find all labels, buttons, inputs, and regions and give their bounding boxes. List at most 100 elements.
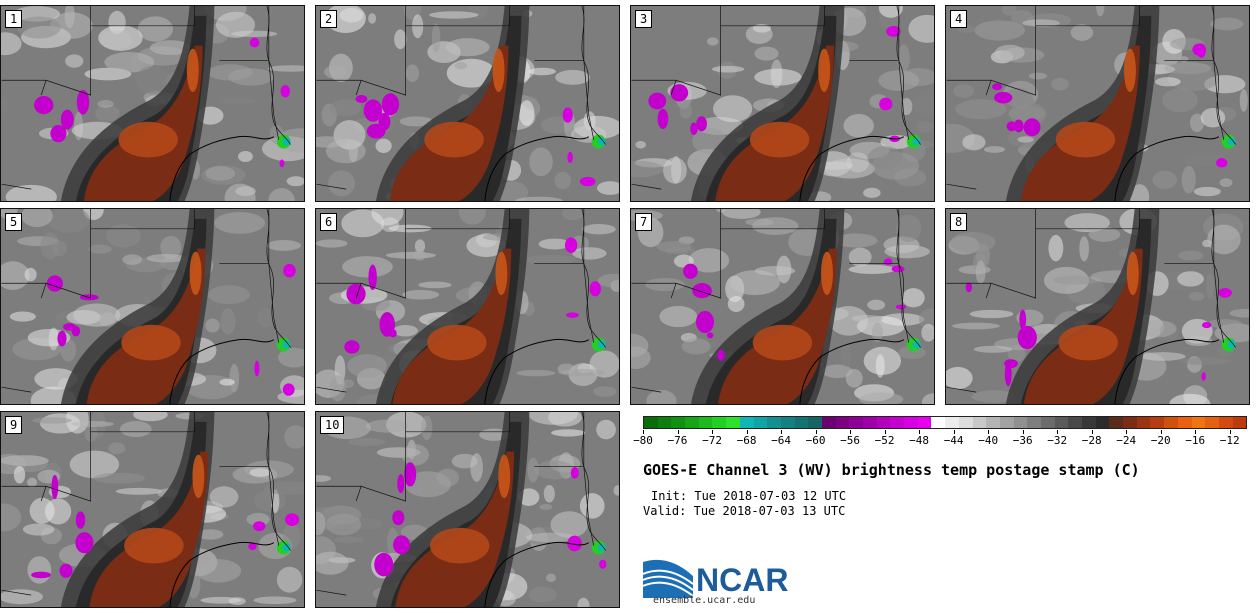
- cloud-texture: [659, 305, 698, 328]
- cloud-texture: [555, 69, 591, 85]
- cloud-texture: [1200, 107, 1226, 128]
- cloud-texture: [47, 209, 90, 233]
- cloud-texture: [528, 67, 556, 76]
- cold-cloud-top: [599, 559, 607, 569]
- cloud-texture: [664, 247, 696, 255]
- cold-cloud-top: [248, 542, 257, 550]
- colorbar-tick: [643, 430, 644, 434]
- member-number: 3: [635, 10, 653, 28]
- cloud-texture: [401, 444, 430, 466]
- cloud-texture: [895, 214, 922, 242]
- cloud-texture: [497, 181, 529, 201]
- cloud-texture: [823, 158, 875, 179]
- warm-core: [498, 454, 511, 499]
- cloud-texture: [329, 375, 347, 402]
- init-label: Init:: [651, 489, 688, 503]
- cloud-texture: [1079, 236, 1089, 262]
- logo-text: NCAR: [696, 562, 789, 598]
- cold-cloud-top: [60, 109, 74, 130]
- cloud-texture: [224, 183, 256, 201]
- cloud-texture: [538, 238, 571, 250]
- cold-cloud-top: [280, 85, 291, 98]
- cold-cloud-top: [59, 563, 73, 578]
- warm-core: [427, 324, 487, 361]
- cold-cloud-top: [50, 124, 67, 143]
- cold-cloud-top: [706, 332, 714, 339]
- ensemble-member-panel: 8: [945, 208, 1250, 405]
- cold-cloud-top: [254, 360, 260, 377]
- ensemble-member-panel: 1: [0, 5, 305, 202]
- colorbar-swatch: [1109, 417, 1124, 428]
- colorbar-tick: [1160, 430, 1162, 434]
- cloud-texture: [1214, 323, 1249, 343]
- cloud-texture: [1152, 170, 1178, 189]
- cloud-texture: [1169, 393, 1211, 404]
- cold-cell: [1227, 340, 1236, 349]
- colorbar-swatch: [999, 417, 1014, 428]
- cold-cloud-top: [886, 26, 901, 37]
- cloud-texture: [975, 260, 986, 285]
- cold-cloud-top: [355, 95, 368, 103]
- cloud-texture: [946, 366, 973, 390]
- cloud-texture: [635, 141, 647, 149]
- cold-cloud-top: [1017, 325, 1037, 350]
- cloud-texture: [1088, 226, 1121, 242]
- warm-core: [492, 48, 505, 93]
- cloud-texture: [1206, 272, 1215, 299]
- cloud-texture: [324, 65, 347, 79]
- cold-cloud-top: [994, 91, 1013, 104]
- cloud-texture: [1096, 6, 1105, 17]
- colorbar-swatch: [876, 417, 891, 428]
- colorbar-tick: [1126, 430, 1128, 434]
- cloud-texture: [393, 325, 418, 337]
- cloud-texture: [1002, 6, 1017, 16]
- ncar-swoosh-icon: [643, 559, 694, 598]
- cloud-texture: [1052, 275, 1101, 285]
- cloud-texture: [596, 419, 616, 440]
- cloud-texture: [663, 157, 687, 184]
- state-border: [266, 412, 291, 551]
- cloud-texture: [1022, 19, 1060, 27]
- warm-core: [749, 121, 810, 158]
- cloud-texture: [146, 253, 186, 263]
- cold-cloud-top: [1192, 43, 1206, 56]
- cloud-texture: [133, 412, 168, 422]
- cold-cloud-top: [36, 103, 53, 112]
- warm-region: [718, 248, 837, 404]
- cloud-texture: [908, 14, 934, 43]
- cloud-texture: [681, 338, 711, 355]
- cold-cloud-top: [692, 283, 712, 299]
- cloud-texture: [414, 239, 426, 253]
- cloud-texture: [953, 84, 975, 98]
- cold-cell: [597, 137, 606, 146]
- cloud-texture: [268, 188, 295, 201]
- colorbar-tick: [1229, 430, 1231, 434]
- cloud-texture: [29, 497, 55, 524]
- colorbar-swatch: [1218, 417, 1233, 428]
- cold-cloud-top: [344, 340, 360, 354]
- cloud-texture: [209, 486, 239, 508]
- state-border: [266, 6, 291, 145]
- colorbar-swatch: [726, 417, 740, 428]
- cloud-texture: [160, 235, 182, 259]
- cloud-texture: [916, 120, 934, 133]
- colorbar-tick-label: −68: [736, 434, 757, 447]
- cloud-texture: [24, 267, 37, 282]
- warm-core: [124, 527, 184, 564]
- cloud-texture: [135, 65, 171, 95]
- cold-cloud-top: [1004, 359, 1018, 369]
- cloud-texture: [347, 354, 387, 378]
- cloud-texture: [266, 240, 301, 251]
- cloud-texture: [646, 389, 677, 404]
- cold-cloud-top: [57, 330, 67, 347]
- warm-core: [192, 454, 205, 499]
- cloud-texture: [214, 212, 265, 234]
- cloud-texture: [97, 100, 114, 108]
- colorbar-tick-label: −48: [909, 434, 930, 447]
- cloud-texture: [122, 254, 143, 265]
- cloud-texture: [859, 392, 904, 404]
- colorbar-swatch: [931, 417, 946, 428]
- colorbar-tick: [953, 430, 955, 434]
- ensemble-member-panel: 5: [0, 208, 305, 405]
- cloud-texture: [470, 453, 483, 482]
